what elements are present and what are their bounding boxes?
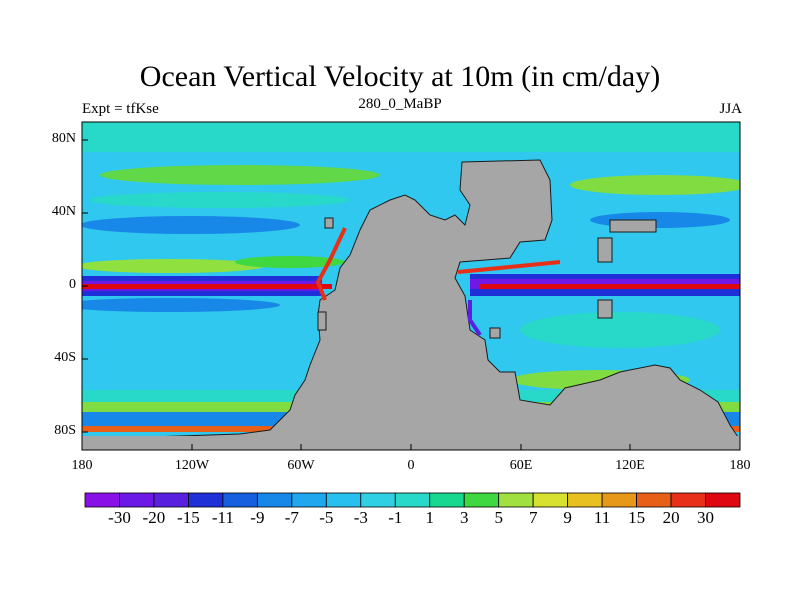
- colorbar-swatch: [325, 492, 362, 508]
- colorbar-label: 20: [662, 508, 680, 527]
- colorbar-label: 15: [628, 508, 646, 527]
- island-4: [609, 219, 657, 233]
- colorbar-label: 3: [459, 508, 469, 527]
- colorbar-label: -20: [142, 508, 166, 527]
- arctic-green: [100, 165, 380, 185]
- colorbar-swatch: [84, 492, 120, 508]
- colorbar-label: -15: [177, 508, 200, 527]
- lat-label-80n: 80N: [51, 131, 76, 146]
- axis-ticks: [81, 139, 741, 450]
- island-2: [317, 311, 327, 331]
- lon-label-60w: 60W: [287, 458, 315, 473]
- south-band: [82, 298, 280, 312]
- island-1: [324, 217, 334, 229]
- experiment-label: Expt = tfKse: [82, 101, 159, 117]
- colorbar-swatch: [498, 492, 534, 508]
- lon-label-180e: 180: [729, 458, 751, 473]
- antarctic-land: [82, 436, 740, 450]
- colorbar-swatch: [429, 492, 465, 508]
- equator-red-east: [480, 284, 740, 289]
- colorbar-swatch: [291, 492, 327, 508]
- colorbar-swatch: [394, 492, 431, 508]
- coast-upwelling-west: [315, 227, 347, 301]
- colorbar-label: -3: [353, 508, 368, 527]
- lat-label-80s: 80S: [54, 423, 76, 438]
- colorbar-swatch: [222, 492, 258, 508]
- island-5: [597, 299, 613, 319]
- lon-label-60e: 60E: [509, 458, 533, 473]
- lon-label-180w: 180: [71, 458, 93, 473]
- colorbar-label: -9: [250, 508, 265, 527]
- lon-label-0: 0: [407, 458, 415, 473]
- colorbar-swatch: [360, 492, 396, 508]
- north-pacific-downwelling: [82, 216, 300, 234]
- lon-label-120e: 120E: [615, 458, 645, 473]
- colorbar-swatch: [188, 492, 224, 508]
- season-label: JJA: [719, 101, 742, 117]
- colorbar-swatch: [463, 492, 500, 508]
- lat-label-0: 0: [69, 277, 76, 292]
- colorbar-label: -1: [388, 508, 403, 527]
- south-upwelling: [520, 312, 720, 348]
- coast-upwelling-east: [457, 260, 561, 274]
- island-7: [300, 415, 370, 425]
- colorbar-swatch: [636, 492, 672, 508]
- lon-label-120w: 120W: [174, 458, 210, 473]
- colorbar-label: 5: [494, 508, 503, 527]
- island-3: [597, 237, 613, 263]
- colorbar-label: 1: [425, 508, 434, 527]
- colorbar-swatch: [153, 492, 189, 508]
- colorbar-label: -5: [319, 508, 334, 527]
- lat-label-40s: 40S: [54, 350, 76, 365]
- island-6: [489, 327, 501, 339]
- colorbar-label: 7: [528, 508, 538, 527]
- coast-downwelling-east: [468, 300, 482, 337]
- period-label: 280_0_MaBP: [358, 96, 442, 112]
- colorbar-label: -7: [284, 508, 299, 527]
- map-area: [82, 122, 740, 450]
- colorbar-label: 11: [593, 508, 611, 527]
- band-n-yellow: [235, 256, 345, 268]
- colorbar-label: 9: [563, 508, 572, 527]
- colorbar-swatch: [256, 492, 293, 508]
- band-n-green: [82, 259, 265, 273]
- equator-red: [82, 284, 332, 289]
- colorbar-label: -30: [108, 508, 131, 527]
- lat-label-40n: 40N: [51, 204, 76, 219]
- arctic-band: [82, 122, 740, 152]
- colorbar-swatch: [601, 492, 637, 508]
- colorbar-swatch: [532, 492, 569, 508]
- colorbar-swatch: [567, 492, 603, 508]
- north-green-band-east: [570, 175, 740, 195]
- north-pacific-band: [90, 192, 350, 208]
- colorbar: [84, 492, 741, 508]
- colorbar-swatch: [119, 492, 155, 508]
- colorbar-swatch: [670, 492, 706, 508]
- chart-title: Ocean Vertical Velocity at 10m (in cm/da…: [139, 60, 661, 93]
- colorbar-label: 30: [697, 508, 714, 527]
- colorbar-swatch: [705, 492, 741, 508]
- pangaea-continent: [82, 159, 740, 450]
- colorbar-label: -11: [211, 508, 234, 527]
